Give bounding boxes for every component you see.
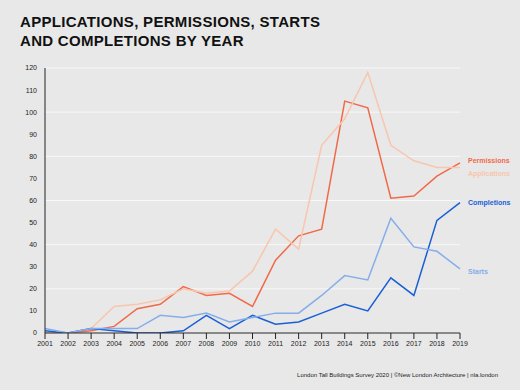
svg-text:2002: 2002 — [60, 340, 76, 347]
svg-text:40: 40 — [29, 241, 37, 248]
svg-text:50: 50 — [29, 219, 37, 226]
svg-text:2006: 2006 — [152, 340, 168, 347]
svg-text:2007: 2007 — [176, 340, 192, 347]
svg-text:2009: 2009 — [222, 340, 238, 347]
svg-text:10: 10 — [29, 307, 37, 314]
svg-text:Applications: Applications — [468, 170, 510, 178]
svg-text:90: 90 — [29, 131, 37, 138]
svg-text:120: 120 — [25, 64, 37, 71]
svg-text:20: 20 — [29, 285, 37, 292]
svg-text:30: 30 — [29, 263, 37, 270]
svg-text:Starts: Starts — [468, 268, 488, 275]
svg-text:Completions: Completions — [468, 199, 510, 207]
html-text:London Tall Buildings Survey 2: London Tall Buildings Survey 2020 | ©New… — [297, 372, 498, 378]
svg-text:2015: 2015 — [360, 340, 376, 347]
svg-text:100: 100 — [25, 109, 37, 116]
svg-text:2019: 2019 — [452, 340, 468, 347]
svg-text:70: 70 — [29, 175, 37, 182]
svg-text:80: 80 — [29, 153, 37, 160]
svg-text:Permissions: Permissions — [468, 157, 510, 164]
svg-text:0: 0 — [33, 329, 37, 336]
svg-text:110: 110 — [26, 87, 37, 94]
svg-text:2003: 2003 — [83, 340, 99, 347]
svg-text:2008: 2008 — [199, 340, 215, 347]
svg-text:2014: 2014 — [337, 340, 353, 347]
svg-text:2005: 2005 — [129, 340, 145, 347]
svg-text:2001: 2001 — [37, 340, 53, 347]
html-text:APPLICATIONS, PERMISSIONS, STA: APPLICATIONS, PERMISSIONS, STARTS AND CO… — [20, 13, 321, 49]
svg-text:2012: 2012 — [291, 340, 307, 347]
svg-text:60: 60 — [29, 197, 37, 204]
svg-text:2004: 2004 — [106, 340, 122, 347]
svg-text:2010: 2010 — [245, 340, 261, 347]
svg-text:2018: 2018 — [429, 340, 445, 347]
svg-text:2011: 2011 — [268, 340, 283, 347]
svg-text:2017: 2017 — [406, 340, 422, 347]
svg-text:2016: 2016 — [383, 340, 399, 347]
svg-text:2013: 2013 — [314, 340, 330, 347]
